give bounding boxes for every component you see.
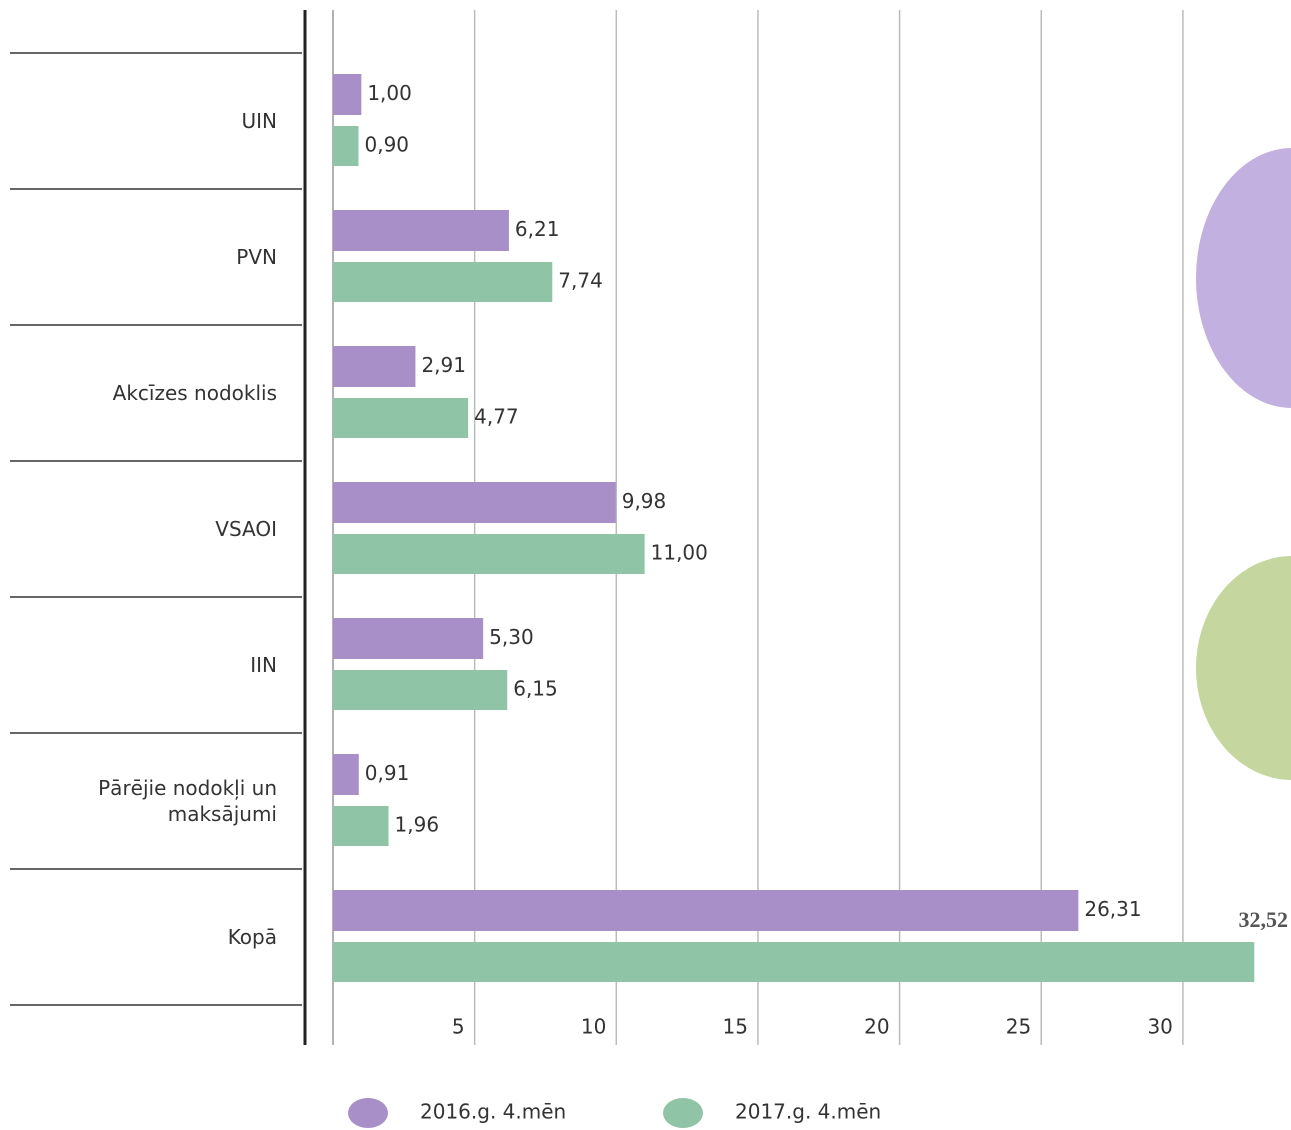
category-label: IIN [250, 653, 277, 677]
value-label: 6,15 [513, 677, 558, 701]
category-label: UIN [241, 109, 278, 133]
x-tick-label: 15 [722, 1015, 747, 1039]
value-label: 4,77 [474, 405, 519, 429]
value-label: 5,30 [489, 625, 534, 649]
x-tick-label: 20 [864, 1015, 889, 1039]
bar [333, 670, 508, 710]
category-label: Kopā [227, 925, 277, 949]
category-label: Pārējie nodokļi un maksājumi [98, 776, 277, 826]
category-label: PVN [236, 245, 277, 269]
x-tick-label: 30 [1147, 1015, 1172, 1039]
legend-label: 2017.g. 4.mēn [735, 1100, 881, 1124]
bar [333, 74, 362, 115]
category-label: VSAOI [215, 517, 277, 541]
value-label: 11,00 [651, 541, 708, 565]
bar [333, 534, 645, 574]
value-label: 6,21 [515, 217, 560, 241]
legend-swatch [348, 1098, 388, 1128]
bar [333, 398, 469, 438]
x-tick-label: 10 [581, 1015, 606, 1039]
value-label: 2,91 [421, 353, 466, 377]
value-label: 1,00 [367, 81, 412, 105]
bar [333, 942, 1255, 982]
value-label: 0,90 [364, 133, 409, 157]
bar [333, 890, 1079, 931]
value-label: 26,31 [1084, 897, 1141, 921]
value-label: 32,52 [1239, 907, 1289, 932]
legend-label: 2016.g. 4.mēn [420, 1100, 566, 1124]
decoration [1196, 556, 1291, 780]
value-label: 9,98 [622, 489, 667, 513]
value-label: 1,96 [395, 813, 440, 837]
bar [333, 346, 416, 387]
value-label: 0,91 [365, 761, 410, 785]
value-label: 7,74 [558, 269, 603, 293]
legend-swatch [663, 1098, 703, 1128]
bar [333, 618, 484, 659]
category-label: Akcīzes nodoklis [112, 381, 277, 405]
bar [333, 210, 509, 251]
bar [333, 754, 359, 795]
bar [333, 482, 616, 523]
x-tick-label: 25 [1006, 1015, 1031, 1039]
bar [333, 262, 553, 302]
bar [333, 806, 389, 846]
x-tick-label: 5 [452, 1015, 465, 1039]
decoration [1196, 148, 1291, 408]
bar [333, 126, 359, 166]
